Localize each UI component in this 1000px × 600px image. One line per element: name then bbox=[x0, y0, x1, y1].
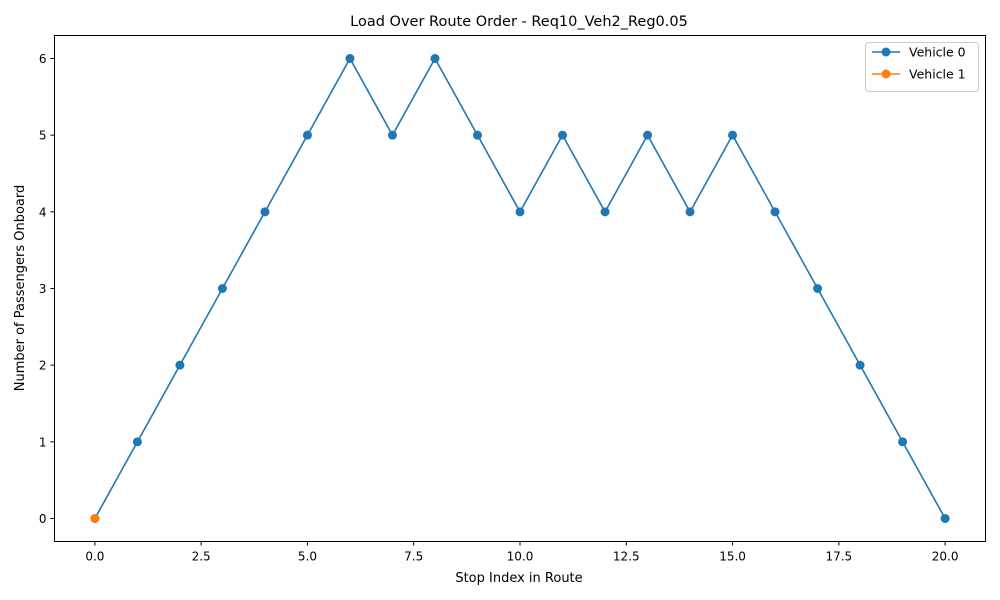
x-tick-label: 12.5 bbox=[613, 550, 640, 564]
y-tick-label: 0 bbox=[39, 512, 47, 526]
x-tick-label: 2.5 bbox=[192, 550, 211, 564]
x-tick-label: 5.0 bbox=[298, 550, 317, 564]
x-axis-label: Stop Index in Route bbox=[455, 571, 582, 586]
legend-marker bbox=[881, 69, 891, 79]
legend-entry: Vehicle 1 bbox=[872, 67, 966, 82]
x-tick-label: 17.5 bbox=[825, 550, 852, 564]
data-point bbox=[132, 437, 142, 447]
y-tick-label: 3 bbox=[39, 282, 47, 296]
series-0 bbox=[90, 54, 950, 523]
legend-label: Vehicle 0 bbox=[909, 45, 966, 60]
data-point bbox=[260, 207, 270, 217]
y-tick-label: 4 bbox=[39, 205, 47, 219]
data-point bbox=[728, 130, 738, 140]
x-tick-label: 10.0 bbox=[507, 550, 534, 564]
y-axis-ticks: 0 1 2 3 4 5 6 bbox=[39, 52, 55, 526]
data-point bbox=[643, 130, 653, 140]
data-point bbox=[558, 130, 568, 140]
x-axis-ticks: 0.0 2.5 5.0 7.5 10.0 12.5 15.0 17.5 20.0 bbox=[85, 541, 959, 564]
y-tick-label: 1 bbox=[39, 435, 47, 449]
y-tick-label: 5 bbox=[39, 129, 47, 143]
legend-label: Vehicle 1 bbox=[909, 67, 966, 82]
data-point bbox=[90, 514, 100, 523]
data-point bbox=[600, 207, 610, 217]
x-tick-label: 20.0 bbox=[932, 550, 959, 564]
y-axis-label: Number of Passengers Onboard bbox=[13, 185, 28, 392]
data-point bbox=[685, 207, 695, 217]
data-point bbox=[387, 130, 397, 140]
series-1 bbox=[90, 514, 100, 523]
x-tick-label: 15.0 bbox=[719, 550, 746, 564]
legend-entry: Vehicle 0 bbox=[872, 45, 966, 60]
data-point bbox=[472, 130, 482, 140]
data-point bbox=[345, 54, 355, 63]
data-point bbox=[898, 437, 908, 447]
data-point bbox=[813, 284, 823, 293]
data-point bbox=[770, 207, 780, 217]
y-tick-label: 2 bbox=[39, 359, 47, 373]
legend: Vehicle 0 Vehicle 1 bbox=[865, 42, 979, 92]
legend-marker bbox=[881, 47, 891, 57]
data-point bbox=[515, 207, 525, 217]
chart-title: Load Over Route Order - Req10_Veh2_Reg0.… bbox=[350, 14, 688, 30]
data-point bbox=[855, 360, 865, 370]
data-point bbox=[940, 514, 950, 523]
legend-entries: Vehicle 0 Vehicle 1 bbox=[872, 45, 966, 82]
data-point bbox=[430, 54, 440, 63]
x-tick-label: 0.0 bbox=[85, 550, 104, 564]
x-tick-label: 7.5 bbox=[404, 550, 423, 564]
y-tick-label: 6 bbox=[39, 52, 47, 66]
legend-box bbox=[865, 42, 979, 92]
series-layer bbox=[90, 54, 950, 523]
data-point bbox=[175, 360, 185, 370]
data-point bbox=[217, 284, 227, 293]
data-point bbox=[302, 130, 312, 140]
plot-area: 0.0 2.5 5.0 7.5 10.0 12.5 15.0 17.5 20.0 0 1 2 3 4 5 6 bbox=[39, 35, 986, 564]
